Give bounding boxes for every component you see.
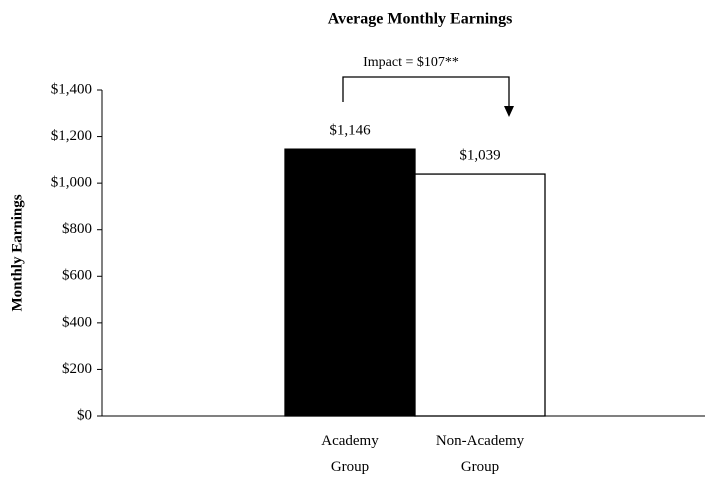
y-tick-label: $400 [62,314,92,330]
value-label: $1,039 [459,147,500,163]
bar [414,173,546,417]
annotation: Impact = $107** [363,55,459,70]
y-tick-label: $800 [62,221,92,237]
bar [284,148,416,417]
y-tick-label: $1,000 [51,175,92,191]
x-tick-label: Academy Group [321,433,379,475]
x-tick-label: Non-Academy Group [436,433,525,475]
y-tick-label: $200 [62,361,92,377]
y-tick-label: $1,400 [51,81,92,97]
chart-title: Average Monthly Earnings [328,11,513,28]
y-tick-label: $600 [62,268,92,284]
impact-bracket [342,76,510,108]
y-axis-label: Monthly Earnings [9,194,25,311]
y-tick-label: $1,200 [51,128,92,144]
value-label: $1,146 [329,123,371,139]
y-tick-label: $0 [77,407,92,423]
impact-arrowhead [504,106,514,117]
